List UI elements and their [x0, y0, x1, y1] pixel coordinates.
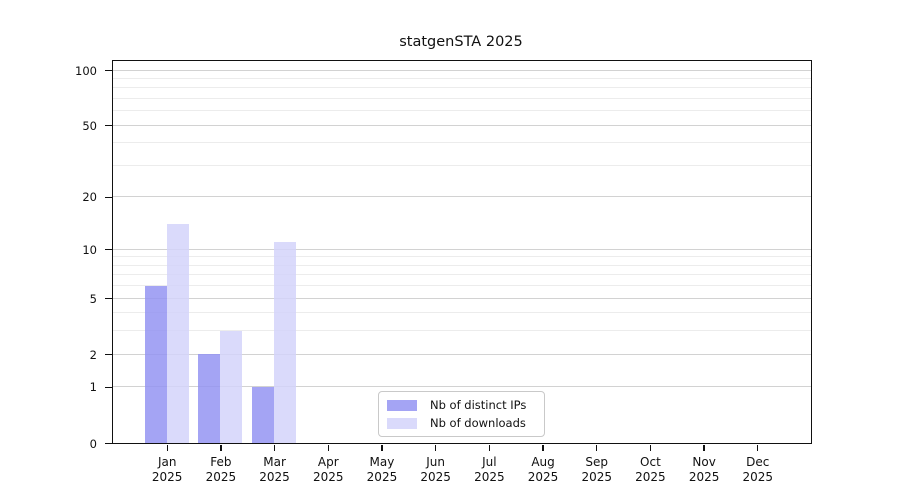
major-gridline	[113, 124, 811, 126]
bar-distinct-ips-mar	[252, 386, 275, 443]
bar-downloads-mar	[274, 242, 297, 443]
x-tick-label-feb: Feb 2025	[205, 454, 237, 484]
x-tick-label-apr: Apr 2025	[312, 454, 344, 484]
x-tick-label-oct: Oct 2025	[635, 454, 666, 484]
bar-distinct-ips-jan	[144, 285, 167, 443]
legend: Nb of distinct IPs Nb of downloads	[378, 391, 545, 437]
minor-gridline	[113, 165, 811, 166]
x-tick-label-aug: Aug 2025	[527, 454, 559, 484]
x-tick-mark	[757, 445, 759, 451]
minor-gridline	[113, 256, 811, 258]
minor-gridline	[113, 77, 811, 79]
y-tick-label: 0	[89, 436, 97, 451]
x-tick-mark	[649, 445, 652, 451]
y-tick-label: 20	[82, 190, 97, 205]
y-tick-mark	[105, 196, 112, 199]
minor-gridline	[113, 312, 811, 314]
bar-distinct-ips-feb	[198, 354, 221, 443]
legend-item-distinct-ips: Nb of distinct IPs	[387, 398, 544, 412]
y-tick-mark	[105, 442, 112, 445]
minor-gridline	[113, 264, 811, 266]
legend-item-downloads: Nb of downloads	[387, 416, 544, 430]
x-tick-label-sep: Sep 2025	[581, 454, 612, 484]
legend-swatch-downloads-icon	[387, 417, 417, 429]
y-tick-mark	[105, 386, 112, 389]
y-tick-label: 5	[89, 291, 97, 306]
x-tick-label-jan: Jan 2025	[151, 454, 183, 484]
minor-gridline	[113, 110, 811, 112]
minor-gridline	[113, 142, 811, 144]
x-tick-label-jun: Jun 2025	[420, 454, 451, 484]
y-tick-label: 2	[89, 347, 97, 362]
major-gridline	[113, 69, 811, 71]
minor-gridline	[113, 274, 811, 276]
y-tick-mark	[105, 298, 112, 300]
x-tick-mark	[327, 445, 329, 451]
y-tick-mark	[105, 249, 112, 251]
x-tick-label-nov: Nov 2025	[688, 454, 720, 484]
minor-gridline	[113, 285, 811, 287]
bar-downloads-feb	[220, 330, 243, 443]
x-tick-mark	[488, 445, 490, 451]
minor-gridline	[113, 87, 811, 89]
x-tick-mark	[166, 445, 168, 451]
y-tick-label: 10	[82, 242, 97, 257]
y-tick-label: 1	[89, 380, 97, 395]
x-tick-mark	[596, 445, 598, 451]
y-tick-label: 100	[75, 63, 97, 78]
x-tick-label-jul: Jul 2025	[474, 454, 505, 484]
plot-area	[112, 60, 812, 444]
y-tick-label: 50	[82, 118, 97, 133]
x-tick-mark	[220, 445, 222, 451]
legend-label-distinct-ips: Nb of distinct IPs	[430, 398, 527, 412]
x-tick-mark	[542, 445, 544, 451]
x-tick-label-may: May 2025	[366, 454, 398, 484]
major-gridline	[113, 353, 811, 355]
major-gridline	[113, 196, 811, 198]
bar-downloads-jan	[166, 224, 189, 443]
x-tick-label-dec: Dec 2025	[742, 454, 774, 484]
major-gridline	[113, 248, 811, 250]
legend-label-downloads: Nb of downloads	[430, 416, 526, 430]
minor-gridline	[113, 98, 811, 100]
chart-title: statgenSTA 2025	[399, 34, 523, 50]
major-gridline	[113, 297, 811, 299]
legend-swatch-distinct-ips-icon	[387, 399, 417, 411]
y-tick-mark	[105, 354, 112, 356]
x-tick-mark	[703, 445, 705, 451]
x-tick-mark	[435, 445, 437, 451]
x-tick-label-mar: Mar 2025	[259, 454, 290, 484]
major-gridline	[113, 386, 811, 388]
y-tick-mark	[105, 69, 112, 72]
x-tick-mark	[381, 445, 383, 451]
y-tick-mark	[105, 125, 112, 127]
x-tick-mark	[273, 445, 276, 451]
minor-gridline	[113, 330, 811, 332]
